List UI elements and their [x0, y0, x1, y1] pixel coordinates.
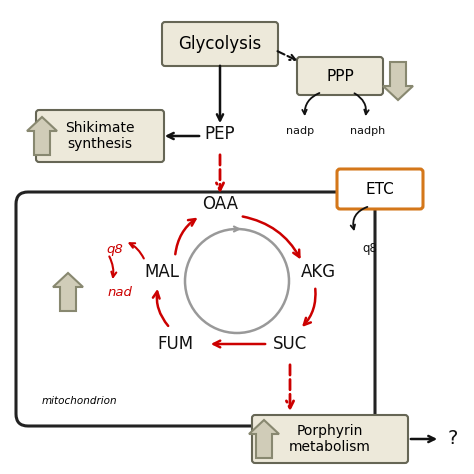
Text: Glycolysis: Glycolysis	[178, 35, 262, 53]
Text: q8: q8	[363, 242, 377, 255]
Text: mitochondrion: mitochondrion	[42, 396, 118, 406]
Polygon shape	[383, 62, 413, 100]
FancyBboxPatch shape	[297, 57, 383, 95]
Text: OAA: OAA	[202, 195, 238, 213]
Polygon shape	[27, 117, 57, 155]
Text: Porphyrin
metabolism: Porphyrin metabolism	[289, 424, 371, 454]
Text: ?: ?	[448, 429, 458, 448]
Text: PPP: PPP	[326, 69, 354, 83]
Text: SUC: SUC	[273, 335, 307, 353]
Text: Shikimate
synthesis: Shikimate synthesis	[65, 121, 135, 151]
Text: ETC: ETC	[365, 182, 394, 197]
Polygon shape	[53, 273, 83, 311]
FancyBboxPatch shape	[252, 415, 408, 463]
Text: AKG: AKG	[301, 263, 336, 281]
Text: q8: q8	[107, 243, 123, 255]
Text: nadp: nadp	[286, 126, 314, 136]
Text: MAL: MAL	[145, 263, 180, 281]
FancyBboxPatch shape	[36, 110, 164, 162]
FancyBboxPatch shape	[16, 192, 375, 426]
Text: PEP: PEP	[205, 125, 235, 143]
Text: FUM: FUM	[157, 335, 193, 353]
FancyBboxPatch shape	[337, 169, 423, 209]
Polygon shape	[249, 420, 279, 458]
Text: nad: nad	[108, 285, 132, 299]
FancyBboxPatch shape	[162, 22, 278, 66]
Text: nadph: nadph	[350, 126, 386, 136]
